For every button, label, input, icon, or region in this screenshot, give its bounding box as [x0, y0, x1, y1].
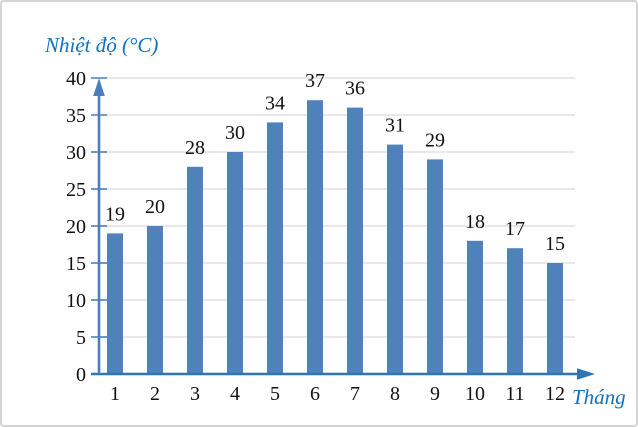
x-tick-label: 8	[390, 383, 400, 405]
bar-value-label: 37	[305, 70, 325, 92]
bar-month-12	[547, 263, 563, 374]
bar-value-label: 31	[385, 115, 405, 137]
x-axis-title: Tháng	[572, 385, 626, 409]
y-tick-label: 0	[76, 364, 86, 386]
y-tick-label: 40	[66, 68, 86, 90]
bar-month-5	[267, 122, 283, 375]
bar-value-label: 18	[465, 211, 485, 233]
bar-month-11	[507, 248, 523, 374]
bar-month-8	[387, 144, 403, 374]
bar-month-7	[347, 107, 363, 374]
x-tick-label: 1	[110, 383, 120, 405]
x-tick-label: 2	[150, 383, 160, 405]
bar-value-label: 20	[145, 196, 165, 218]
bar-value-label: 30	[225, 122, 245, 144]
x-tick-label: 7	[350, 383, 360, 405]
y-tick-label: 10	[66, 290, 86, 312]
x-tick-label: 9	[430, 383, 440, 405]
bar-month-4	[227, 152, 243, 374]
y-axis-arrow-icon	[93, 78, 105, 96]
y-tick-label: 25	[66, 179, 86, 201]
x-tick-label: 12	[545, 383, 565, 405]
x-tick-label: 5	[270, 383, 280, 405]
y-axis-title: Nhiệt độ (°C)	[45, 33, 159, 57]
x-axis-arrow-icon	[577, 368, 595, 380]
bar-month-1	[107, 233, 123, 374]
x-tick-label: 11	[505, 383, 524, 405]
bar-value-label: 29	[425, 129, 445, 151]
y-tick-label: 15	[66, 253, 86, 275]
bar-month-2	[147, 226, 163, 374]
y-tick-label: 20	[66, 216, 86, 238]
y-tick-label: 35	[66, 105, 86, 127]
bar-value-label: 19	[105, 203, 125, 225]
bar-month-10	[467, 240, 483, 374]
bar-value-label: 15	[545, 233, 565, 255]
y-tick-label: 5	[76, 327, 86, 349]
x-tick-label: 3	[190, 383, 200, 405]
bar-value-label: 28	[185, 137, 205, 159]
bar-value-label: 34	[265, 92, 285, 114]
bar-month-9	[427, 159, 443, 374]
x-tick-label: 6	[310, 383, 320, 405]
bar-value-label: 17	[505, 218, 525, 240]
x-tick-label: 10	[465, 383, 485, 405]
bar-month-6	[307, 100, 323, 374]
bar-value-label: 36	[345, 78, 365, 100]
y-tick-label: 30	[66, 142, 86, 164]
bar-month-3	[187, 166, 203, 374]
x-tick-label: 4	[230, 383, 240, 405]
